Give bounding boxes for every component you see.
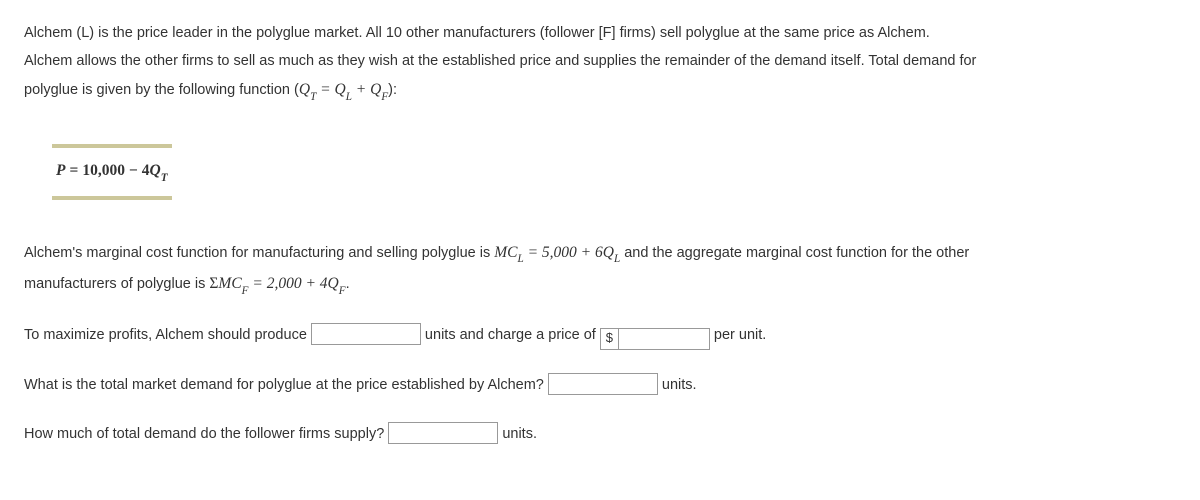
q3-text-a: How much of total demand do the follower… [24, 426, 388, 442]
q1-text-a: To maximize profits, Alchem should produ… [24, 327, 311, 343]
q1-text-c: per unit. [710, 327, 766, 343]
eq-var: Q [150, 162, 161, 179]
q2-text-a: What is the total market demand for poly… [24, 377, 548, 393]
mc-text-c: manufacturers of polyglue is [24, 276, 209, 292]
eq-coef: 4 [142, 162, 150, 179]
mcf-expr: ΣMCF = 2,000 + 4QF [209, 275, 345, 292]
mc-text-d: . [346, 276, 350, 292]
eq-const: 10,000 [82, 162, 125, 179]
intro-line3a: polyglue is given by the following funct… [24, 82, 299, 98]
dollar-icon: $ [601, 329, 619, 349]
mc-text-a: Alchem's marginal cost function for manu… [24, 245, 494, 261]
mc-text-b: and the aggregate marginal cost function… [620, 245, 969, 261]
question-3: How much of total demand do the follower… [24, 421, 1176, 449]
inline-eq-qt: QT = QL + QF [299, 81, 388, 98]
q1-price-input[interactable] [619, 329, 709, 349]
intro-line1: Alchem (L) is the price leader in the po… [24, 25, 930, 41]
mc-paragraph: Alchem's marginal cost function for manu… [24, 238, 1176, 301]
q3-quantity-input[interactable] [388, 422, 498, 444]
demand-equation: P = 10,000 − 4QT [52, 144, 172, 199]
q1-text-b: units and charge a price of [421, 327, 600, 343]
q2-text-b: units. [658, 377, 697, 393]
q1-price-input-group: $ [600, 328, 710, 350]
intro-line3b: ): [388, 82, 397, 98]
question-1: To maximize profits, Alchem should produ… [24, 322, 1176, 350]
q1-quantity-input[interactable] [311, 323, 421, 345]
mcl-expr: MCL = 5,000 + 6QL [494, 244, 620, 261]
eq-sub: T [161, 172, 168, 184]
intro-line2: Alchem allows the other firms to sell as… [24, 53, 976, 69]
q3-text-b: units. [498, 426, 537, 442]
intro-paragraph: Alchem (L) is the price leader in the po… [24, 20, 1176, 106]
eq-lhs: P [56, 162, 65, 179]
question-2: What is the total market demand for poly… [24, 372, 1176, 400]
q2-quantity-input[interactable] [548, 373, 658, 395]
